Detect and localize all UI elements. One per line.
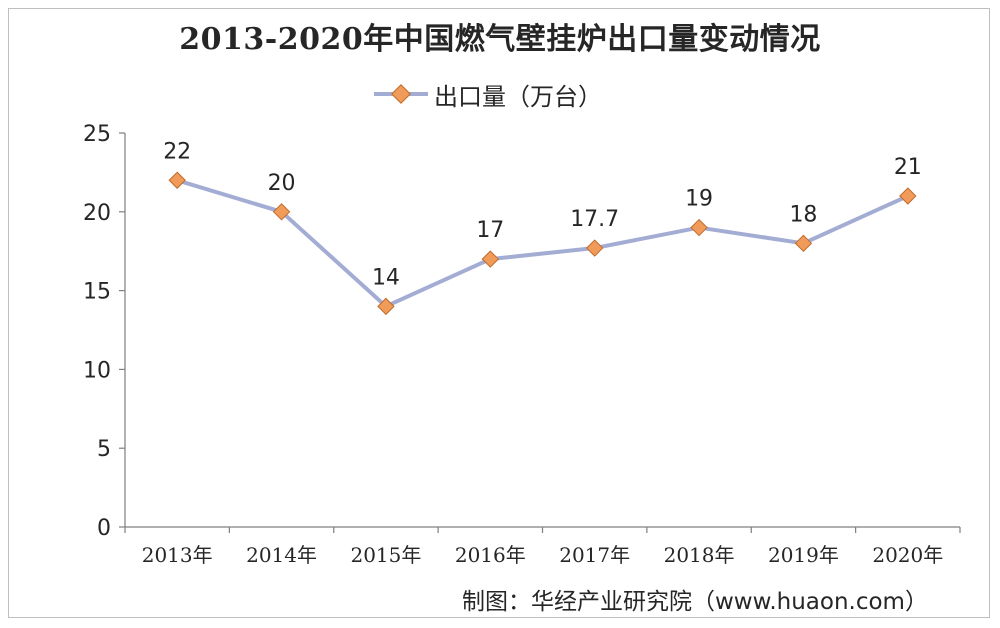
x-tick-label: 2016年	[455, 543, 526, 567]
data-point-marker	[585, 239, 604, 257]
legend-series-label: 出口量（万台）	[434, 82, 602, 111]
x-tick-label: 2013年	[142, 543, 213, 567]
y-tick-label: 10	[83, 358, 111, 383]
data-label: 19	[685, 187, 713, 212]
chart-frame	[8, 8, 990, 618]
data-label: 22	[163, 139, 191, 164]
legend-series-swatch	[372, 76, 430, 112]
data-label: 21	[894, 155, 922, 180]
data-point-marker	[272, 203, 291, 221]
data-label: 20	[268, 171, 296, 196]
x-tick-label: 2018年	[664, 543, 735, 567]
x-tick-label: 2014年	[246, 543, 317, 567]
y-tick-label: 5	[97, 437, 111, 462]
x-tick-label: 2015年	[350, 543, 421, 567]
series-line	[175, 178, 910, 309]
data-point-marker	[481, 250, 500, 268]
source-credit: 制图：华经产业研究院（www.huaon.com）	[462, 589, 928, 615]
data-point-marker	[690, 218, 708, 237]
data-label: 18	[789, 202, 817, 227]
x-tick-label: 2020年	[872, 543, 943, 567]
x-tick-label: 2019年	[768, 543, 839, 567]
y-tick-label: 0	[97, 516, 111, 541]
data-label: 17.7	[570, 207, 619, 232]
y-tick-label: 20	[83, 201, 111, 226]
y-tick-label: 15	[83, 280, 111, 305]
y-tick-label: 25	[83, 122, 111, 147]
data-point-marker	[377, 297, 395, 316]
chart-legend: 出口量（万台）	[372, 76, 602, 112]
data-label: 14	[372, 265, 400, 290]
x-tick-label: 2017年	[559, 543, 630, 567]
data-point-marker	[794, 234, 813, 253]
data-label: 17	[476, 218, 504, 243]
data-point-marker	[168, 171, 186, 189]
chart-title: 2013-2020年中国燃气壁挂炉出口量变动情况	[179, 22, 821, 57]
data-point-marker	[899, 187, 917, 205]
